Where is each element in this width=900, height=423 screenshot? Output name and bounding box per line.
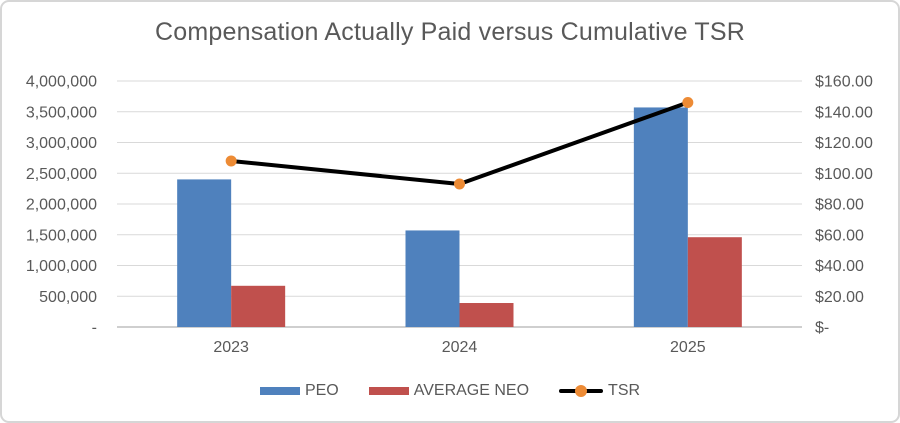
peo-bar-2025 <box>633 107 688 327</box>
average-neo-bar-2025 <box>687 237 742 327</box>
left-axis-tick: 2,000,000 <box>26 197 97 214</box>
average-neo-bar-2024 <box>459 303 514 327</box>
legend: PEO AVERAGE NEO TSR <box>2 382 898 400</box>
legend-label-peo: PEO <box>304 382 339 399</box>
legend-item-tsr: TSR <box>559 382 640 400</box>
peo-bar-2023 <box>177 179 232 327</box>
tsr-marker-2024 <box>454 178 465 190</box>
right-axis-tick: $140.00 <box>815 104 873 121</box>
tsr-marker-2025 <box>682 97 694 109</box>
right-axis-tick: $80.00 <box>815 197 864 214</box>
left-axis-tick: - <box>92 320 97 337</box>
left-axis-tick: 4,000,000 <box>26 74 97 91</box>
average-neo-bar-2023 <box>231 285 286 327</box>
right-axis-tick: $60.00 <box>815 227 864 244</box>
x-axis-label: 2025 <box>670 339 706 356</box>
tsr-line <box>229 100 690 187</box>
right-axis-tick: $20.00 <box>815 289 864 306</box>
legend-item-average-neo: AVERAGE NEO <box>368 382 530 400</box>
left-axis-tick: 3,000,000 <box>26 135 97 152</box>
peo-swatch-icon <box>259 387 300 395</box>
legend-label-tsr: TSR <box>608 382 641 399</box>
left-axis-tick: 1,000,000 <box>26 258 97 275</box>
right-axis-tick: $- <box>815 320 829 337</box>
x-axis-label: 2023 <box>213 339 249 356</box>
average-neo-swatch-icon <box>368 387 409 395</box>
peo-bar-2024 <box>405 230 460 327</box>
right-axis-tick: $120.00 <box>815 135 873 152</box>
legend-label-average-neo: AVERAGE NEO <box>413 382 530 399</box>
x-axis-label: 2024 <box>442 339 478 356</box>
left-axis-tick: 3,500,000 <box>26 104 97 121</box>
left-axis-tick: 2,500,000 <box>26 166 97 183</box>
tsr-line-marker-icon <box>559 385 604 397</box>
tsr-marker-2023 <box>225 155 237 167</box>
left-axis-tick: 500,000 <box>39 289 97 306</box>
right-axis-tick: $40.00 <box>815 258 864 275</box>
left-axis-tick: 1,500,000 <box>26 227 97 244</box>
right-axis-tick: $160.00 <box>815 74 873 91</box>
right-axis-tick: $100.00 <box>815 166 873 183</box>
chart-title: Compensation Actually Paid versus Cumula… <box>155 18 745 46</box>
tsr-dot-icon <box>575 385 588 397</box>
legend-item-peo: PEO <box>259 382 339 400</box>
